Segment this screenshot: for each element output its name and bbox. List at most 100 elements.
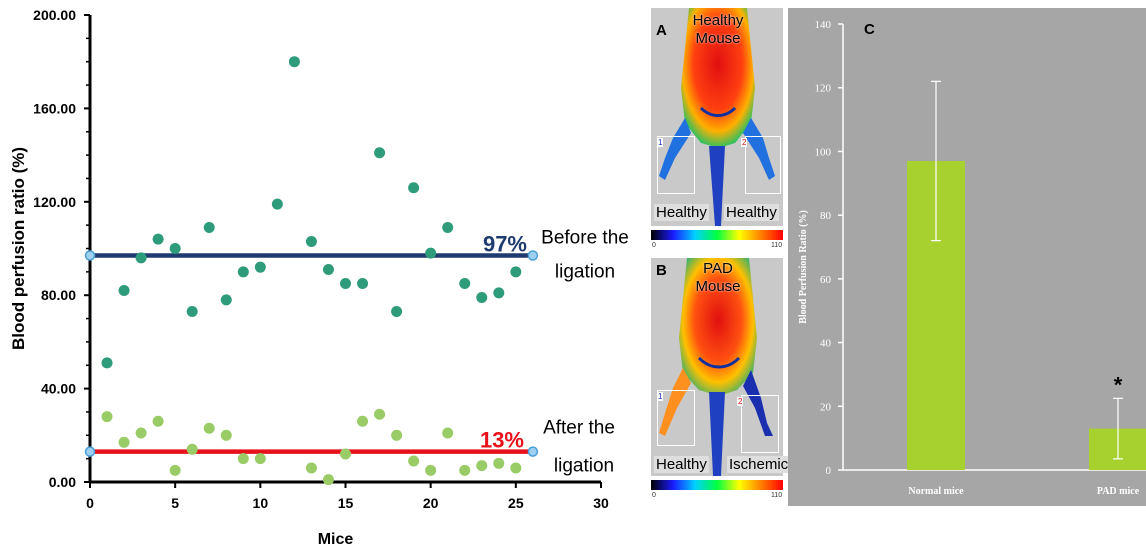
data-point: [186, 443, 198, 455]
y-tick-label: 0.00: [49, 474, 76, 490]
data-point: [374, 408, 386, 420]
data-point: [425, 247, 437, 259]
data-point: [254, 453, 266, 465]
scatter-points: [101, 56, 522, 486]
scatter-labels: 97% Before the ligation 13% After the ligatio…: [480, 228, 629, 477]
bar-y-tick-label: 40: [820, 338, 832, 350]
roi-right-b: 2: [737, 397, 744, 406]
data-point: [476, 292, 488, 304]
panel-c-letter: C: [864, 21, 875, 38]
data-point: [425, 464, 437, 476]
roi-box-right-b: [741, 395, 779, 453]
data-point: [442, 427, 454, 439]
data-point: [203, 422, 215, 434]
bar-y-tick-label: 80: [820, 210, 832, 222]
panel-a-title-line2: Mouse: [695, 30, 741, 47]
data-point: [391, 306, 403, 318]
panel-b-title-line2: Mouse: [695, 278, 741, 295]
data-point: [203, 221, 215, 233]
significance-marker: *: [1114, 372, 1123, 397]
data-point: [493, 287, 505, 299]
data-point: [510, 266, 522, 278]
perfusion-scatter-chart: 0.00 40.00 80.00 120.00 160.00 200.00 0 5 10 15 20…: [9, 7, 629, 548]
x-tick-label: 0: [86, 495, 94, 511]
panel-b-left-label: Healthy: [654, 456, 709, 473]
perfusion-bar-chart: 0 20 40 60 80 100 120 140 Blood Perfusion Ratio …: [788, 8, 1146, 506]
colorbar-b: [651, 480, 783, 490]
roi-left-b: 1: [657, 392, 664, 401]
panel-a-title: Healthy Mouse: [683, 12, 753, 48]
colorbar-a-min: 0: [652, 242, 656, 249]
reference-line-endpoint: [527, 446, 539, 457]
bar-marks: Normal mice PAD mice: [907, 80, 1146, 497]
scatter-axes: 0.00 40.00 80.00 120.00 160.00 200.00 0 5 10 15 20…: [9, 7, 609, 548]
data-point: [322, 474, 334, 486]
before-label-line2: ligation: [555, 262, 615, 283]
data-point: [459, 278, 471, 290]
x-tick-label: 25: [508, 495, 524, 511]
roi-box-right-a: [745, 136, 781, 194]
data-point: [305, 235, 317, 247]
healthy-mouse-image: [651, 8, 783, 226]
y-tick-label: 200.00: [33, 7, 76, 23]
bar-category-label: PAD mice: [1097, 486, 1140, 497]
panel-b-right-label: Ischemic: [727, 456, 791, 473]
data-point: [254, 261, 266, 273]
roi-box-left-b: [657, 390, 695, 446]
healthy-mouse-heatmap: [659, 8, 775, 226]
data-point: [118, 436, 130, 448]
panel-b-title: PAD Mouse: [683, 260, 753, 296]
colorbar-a-max: 110: [771, 242, 783, 249]
bar-y-tick-label: 0: [826, 465, 832, 477]
colorbar-a: [651, 230, 783, 240]
panel-b-letter: B: [656, 262, 667, 279]
data-point: [442, 221, 454, 233]
data-point: [152, 415, 164, 427]
bar-chart-background: [788, 8, 1146, 506]
after-label-line1: After the: [543, 418, 615, 439]
data-point: [357, 415, 369, 427]
pad-mouse-image: [651, 258, 783, 476]
x-tick-label: 5: [171, 495, 179, 511]
x-tick-label: 15: [338, 495, 354, 511]
bar-y-tick-label: 120: [815, 83, 832, 95]
data-point: [288, 56, 300, 68]
bar-y-tick-label: 60: [820, 274, 832, 286]
data-point: [493, 457, 505, 469]
data-point: [357, 278, 369, 290]
colorbar-b-min: 0: [652, 492, 656, 499]
x-tick-label: 30: [593, 495, 609, 511]
data-point: [101, 357, 113, 369]
bar-y-tick-label: 100: [815, 146, 832, 158]
data-point: [408, 182, 420, 194]
data-point: [169, 243, 181, 254]
y-tick-label: 120.00: [33, 194, 76, 210]
data-point: [186, 306, 198, 318]
data-point: [322, 264, 334, 276]
panel-b-title-line1: PAD: [703, 260, 733, 277]
data-point: [271, 198, 283, 210]
data-point: [340, 278, 351, 290]
bar-y-axis-label: Blood Perfusion Ratio (%): [798, 210, 809, 324]
data-point: [101, 411, 113, 423]
bar-y-tick-label: 20: [820, 401, 832, 413]
y-axis-label: Blood perfusion ratio (%): [9, 147, 28, 350]
roi-right-a: 2: [741, 138, 748, 147]
data-point: [220, 429, 232, 441]
data-point: [476, 460, 488, 472]
bar-category-label: Normal mice: [908, 486, 964, 497]
y-tick-label: 80.00: [41, 287, 76, 303]
before-label-line1: Before the: [541, 228, 629, 249]
data-point: [391, 429, 403, 441]
data-point: [374, 147, 386, 159]
bar-labels: *: [1114, 372, 1123, 397]
data-point: [340, 448, 351, 460]
data-point: [237, 266, 249, 278]
data-point: [408, 455, 420, 467]
data-point: [118, 285, 130, 297]
colorbar-b-max: 110: [771, 492, 783, 499]
bar-y-tick-label: 140: [815, 19, 832, 31]
roi-left-a: 1: [657, 138, 664, 147]
x-tick-label: 10: [253, 495, 269, 511]
data-point: [510, 462, 522, 474]
